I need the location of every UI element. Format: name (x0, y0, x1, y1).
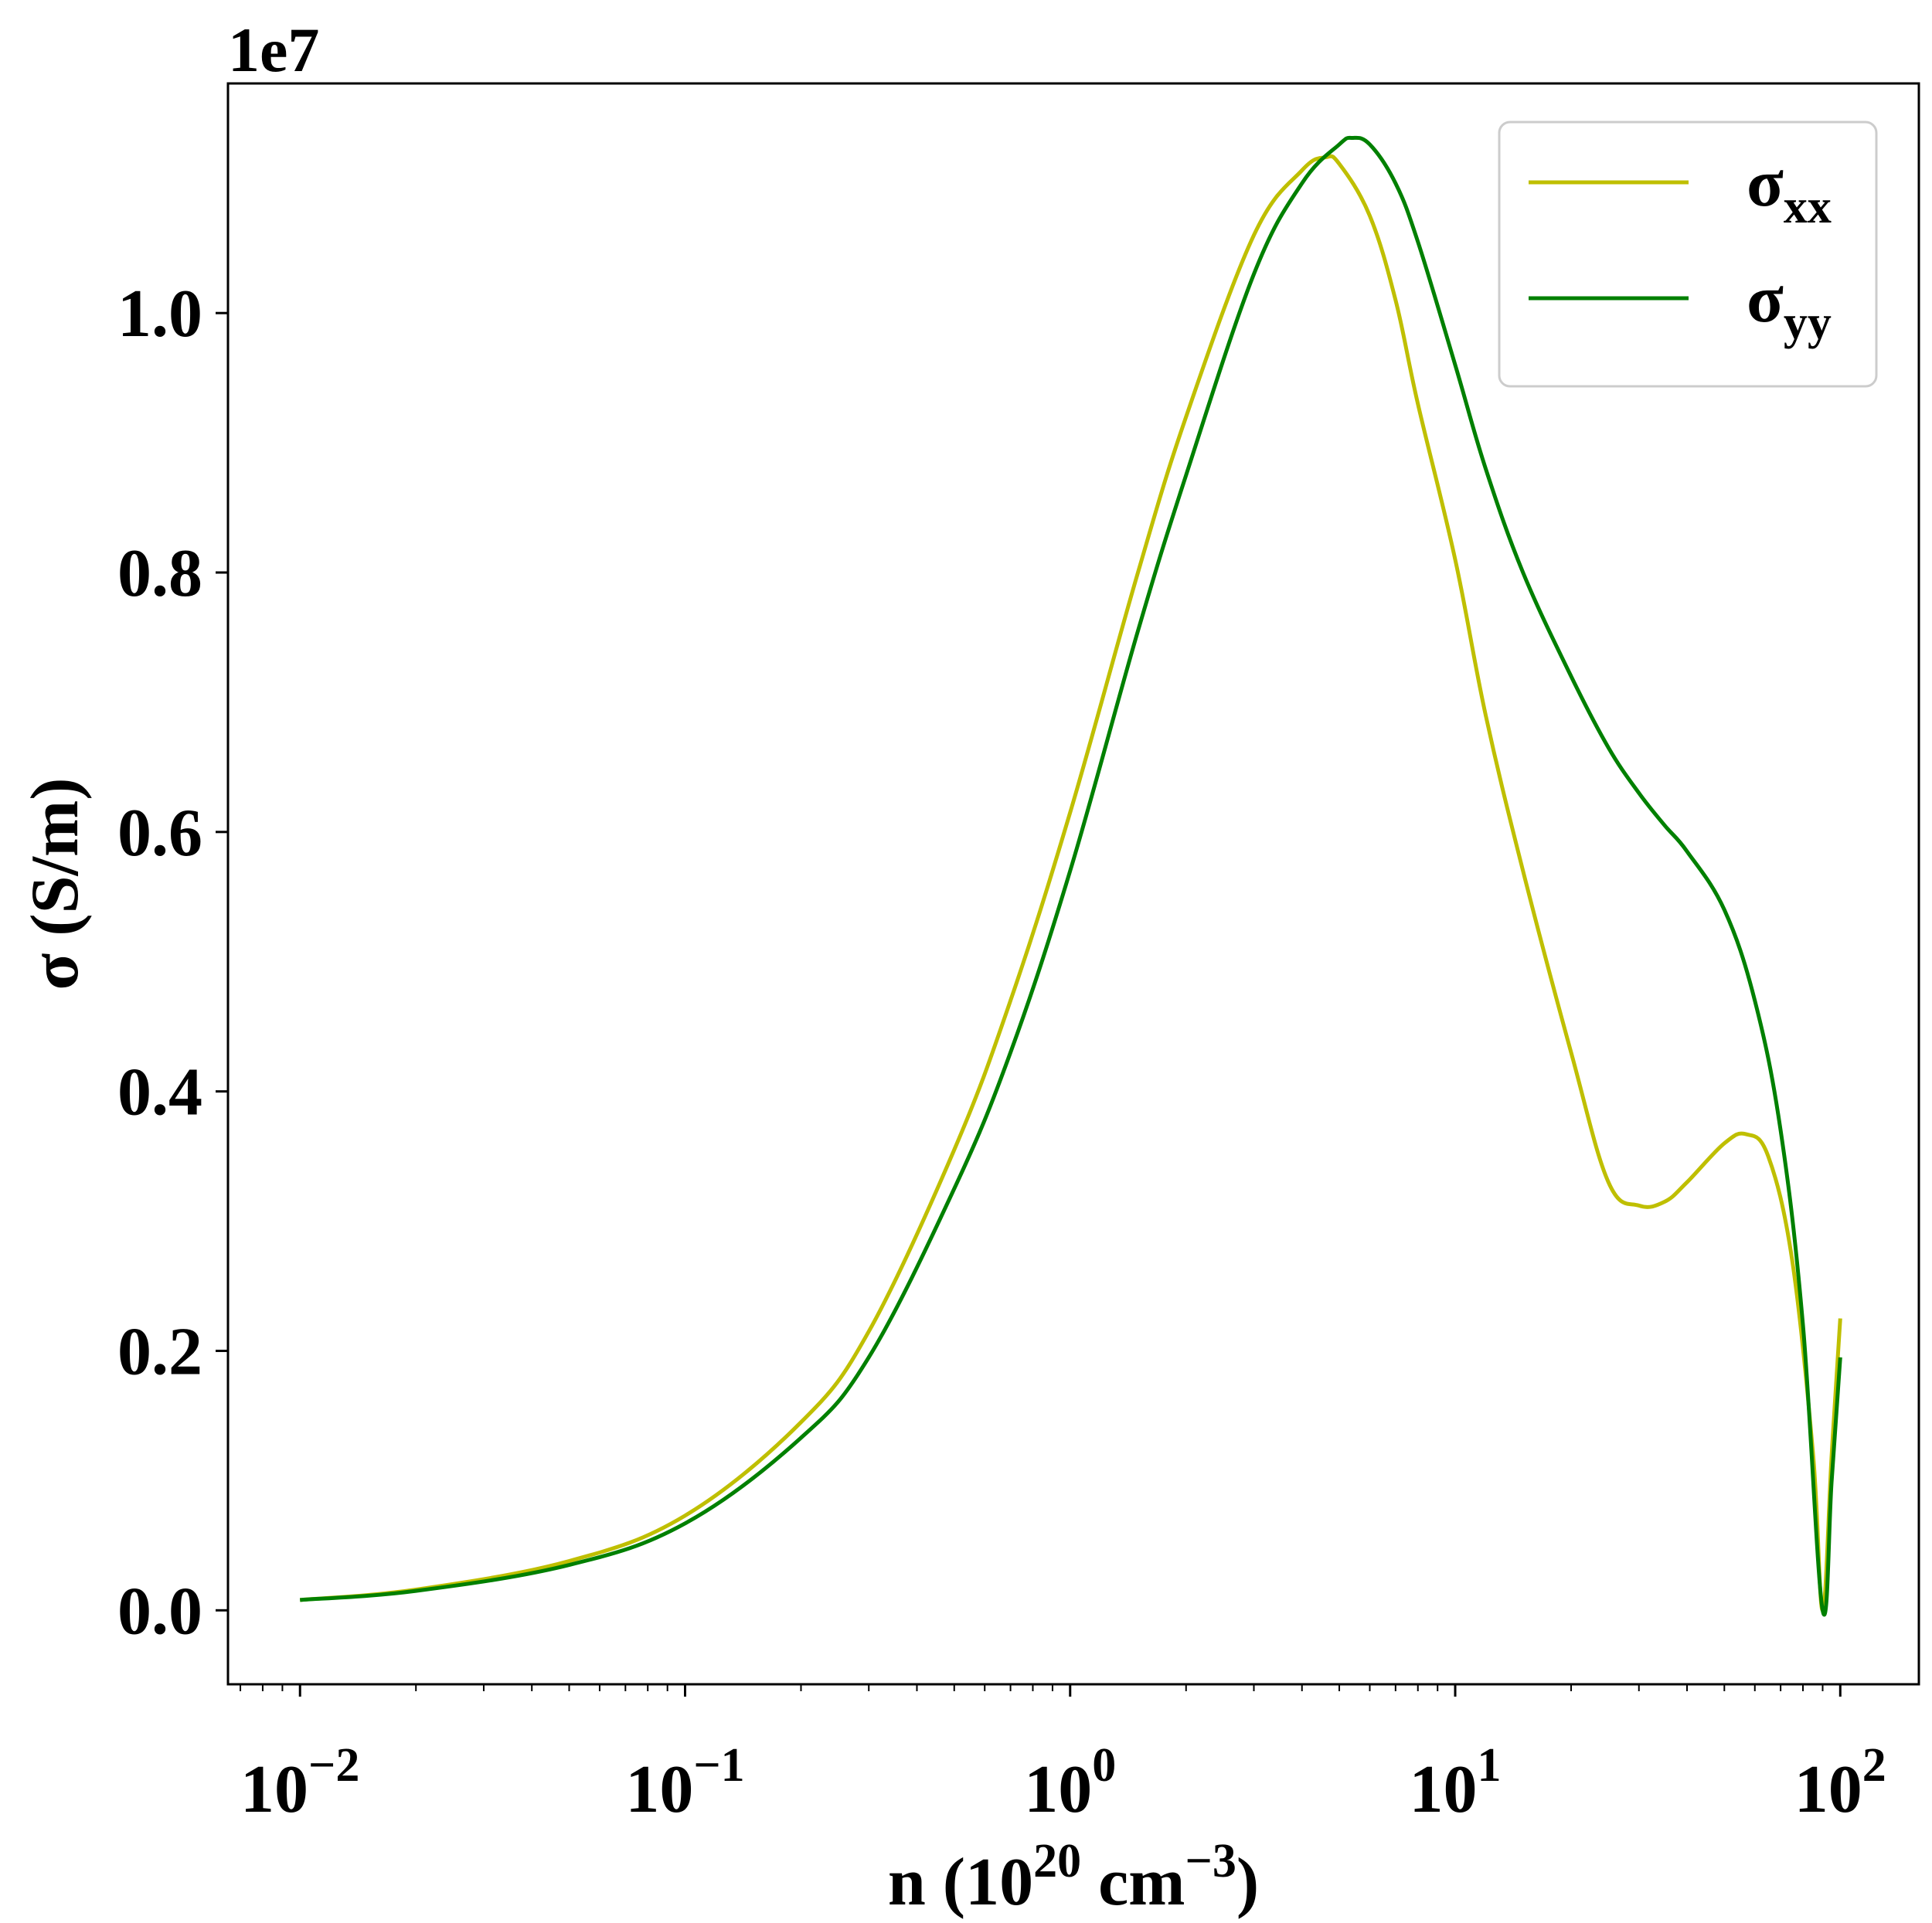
x-tick-label: 10−1 (625, 1739, 744, 1827)
x-axis-label-exponent-2: −3 (1185, 1835, 1236, 1887)
y-tick-label: 0.6 (117, 796, 202, 871)
y-axis-offset-label: 1e7 (228, 15, 319, 85)
plot-area-frame (226, 82, 1920, 1686)
y-axis: 0.0 0.2 0.4 0.6 0.8 1.0 (117, 277, 228, 1649)
y-tick-label: 0.2 (117, 1314, 202, 1389)
x-axis-label-exponent-1: 20 (1033, 1835, 1081, 1887)
legend-box (1498, 121, 1878, 388)
y-tick-label: 0.4 (117, 1055, 202, 1130)
x-axis-label: n (1020 cm−3) (888, 1835, 1259, 1920)
legend-label-yy: σyy (1747, 262, 1832, 349)
y-tick-label: 0.0 (117, 1574, 202, 1649)
series-line-sigma-xx (299, 154, 1842, 1612)
legend-label-xx: σxx (1747, 146, 1832, 233)
legend: σxx σyy (1498, 121, 1878, 388)
series-line-sigma-yy (300, 135, 1842, 1617)
x-axis-label-unit: cm (1081, 1845, 1185, 1920)
x-axis: 10−2 10−1 100 101 102 (240, 1684, 1886, 1827)
x-tick-label: 102 (1794, 1739, 1886, 1827)
y-axis-label: σ (S/m) (18, 777, 93, 990)
y-tick-label: 0.8 (117, 536, 202, 611)
x-axis-label-prefix: n (10 (888, 1845, 1033, 1920)
x-tick-label: 10−2 (240, 1739, 359, 1827)
x-tick-label: 100 (1024, 1739, 1116, 1827)
y-tick-label: 1.0 (117, 277, 202, 352)
x-axis-label-suffix: ) (1236, 1845, 1259, 1920)
x-tick-label: 101 (1410, 1739, 1502, 1827)
series-layer (299, 135, 1842, 1617)
